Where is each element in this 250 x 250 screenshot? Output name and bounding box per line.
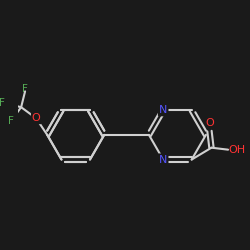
Text: N: N [159, 154, 167, 164]
Text: O: O [32, 113, 40, 123]
Text: O: O [206, 118, 214, 128]
Text: F: F [8, 116, 14, 126]
Text: F: F [0, 98, 5, 108]
Text: N: N [159, 105, 167, 115]
Text: OH: OH [228, 145, 246, 155]
Text: F: F [22, 84, 28, 94]
